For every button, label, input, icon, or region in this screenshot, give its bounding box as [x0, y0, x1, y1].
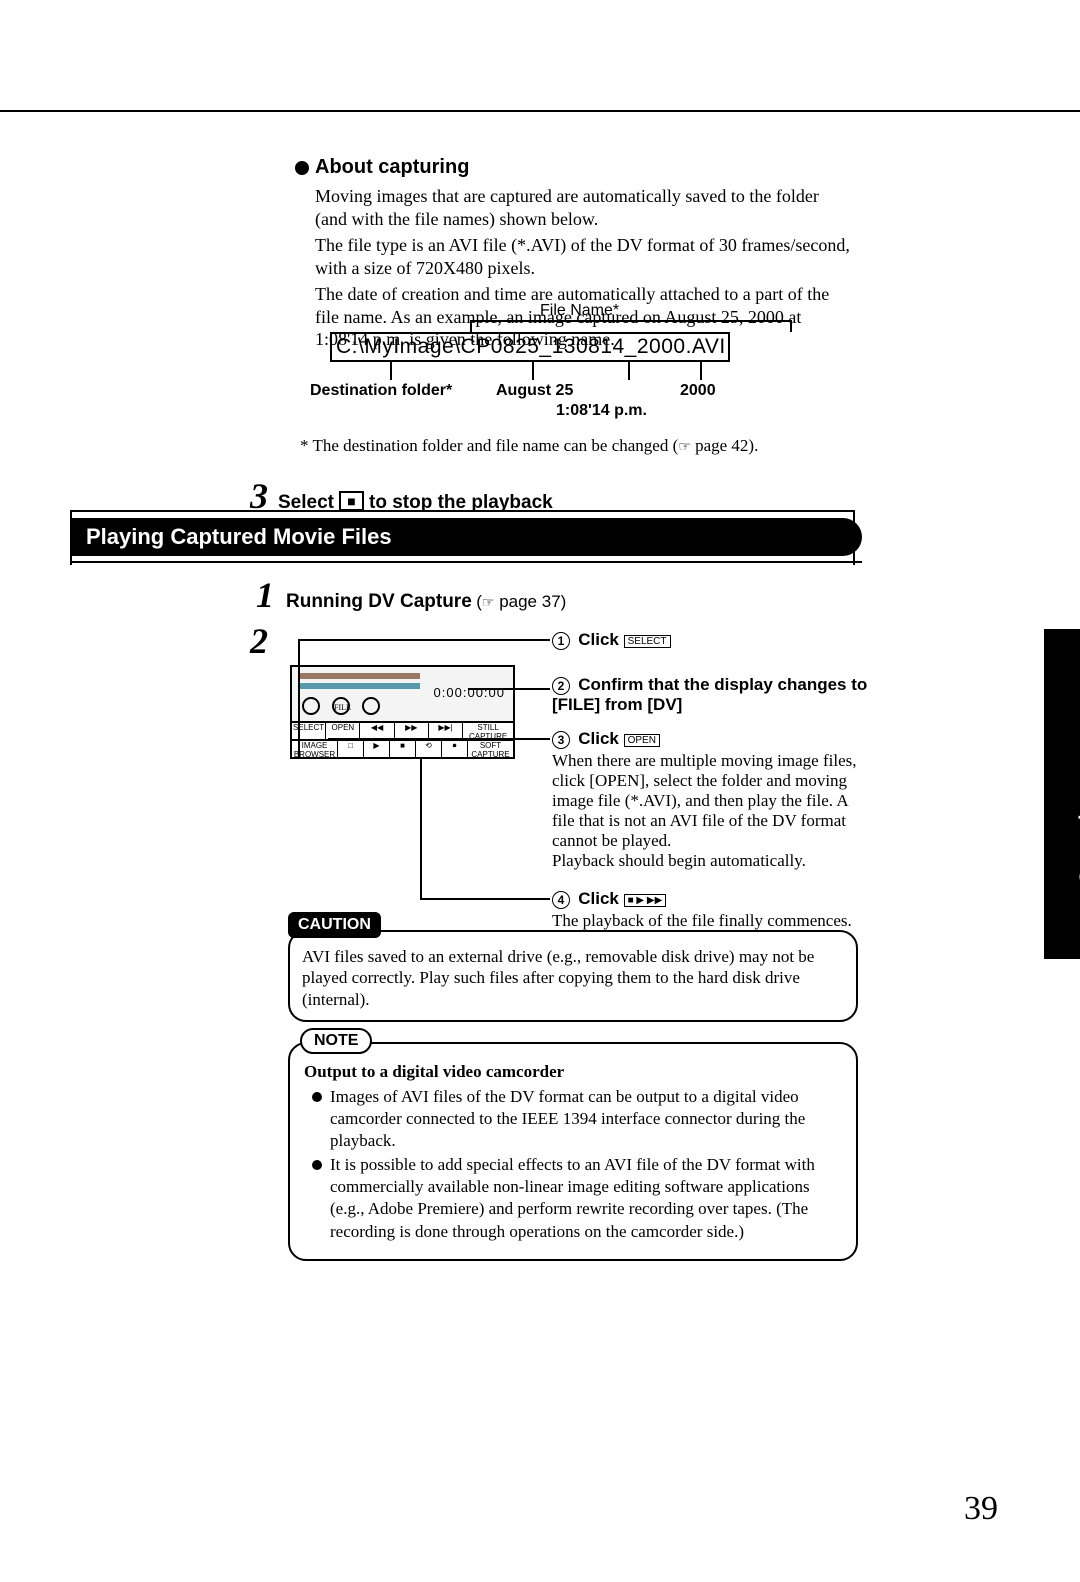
section-rule [70, 561, 862, 563]
btn-still-capture[interactable]: STILL CAPTURE [463, 723, 513, 739]
about-p2: The file type is an AVI file (*.AVI) of … [315, 234, 855, 279]
lead-2 [468, 688, 550, 690]
caution-text: AVI files saved to an external drive (e.… [302, 946, 844, 1010]
btn-r2-5[interactable]: ⏺ [442, 741, 468, 757]
tick3 [628, 362, 630, 380]
step2-num: 2 [250, 620, 268, 662]
callout-1-btn: SELECT [624, 635, 671, 648]
file-name-caption: File Name* [540, 302, 619, 320]
btn-r2-2[interactable]: ▶ [364, 741, 390, 757]
player-bar-1 [300, 673, 420, 679]
note-b1-text: Images of AVI files of the DV format can… [330, 1086, 842, 1152]
callout-3-btn: OPEN [624, 734, 660, 747]
step1-bold: Running DV Capture [286, 591, 472, 612]
callout-1: 1 Click SELECT [552, 630, 872, 650]
callout-3-body: When there are multiple moving image fil… [552, 751, 872, 871]
callout-3-label: Click [578, 729, 623, 748]
step3: 3 Select ■ to stop the playback [250, 475, 553, 517]
about-title: About capturing [315, 156, 469, 179]
lead-3 [328, 738, 550, 740]
note-b2-text: It is possible to add special effects to… [330, 1154, 842, 1242]
filename-diagram: C:\MyImage\CP0825_130814_2000.AVI Destin… [300, 320, 820, 430]
note-tag: NOTE [300, 1028, 372, 1054]
callout-1-label: Click [578, 630, 623, 649]
caution-tag: CAUTION [288, 912, 381, 938]
step3-text: Select ■ to stop the playback [278, 491, 553, 514]
tick4 [700, 362, 702, 380]
filename-folder-box: C:\MyImage\CP0825_130814_2000.AVI [330, 332, 730, 362]
side-tab-label: Operation [1076, 790, 1080, 884]
player-mode-circle: FILE [332, 697, 350, 715]
callout-4-btn: ■ ▶ ▶▶ [624, 894, 667, 907]
callout-4-label: Click [578, 889, 623, 908]
player-button-row-2: IMAGE BROWSER □ ▶ ■ ⟲ ⏺ SOFT CAPTURE [290, 741, 515, 759]
pointer-icon: ☞ [678, 439, 691, 456]
lead-top [298, 639, 550, 641]
dest-folder-label: Destination folder* [310, 382, 452, 400]
circle-3-icon: 3 [552, 731, 570, 749]
top-horizontal-rule [0, 110, 1080, 112]
filename-folder-text: C:\MyImage [336, 335, 454, 358]
step1-num: 1 [256, 574, 274, 616]
btn-rew[interactable]: ◀◀ [360, 723, 394, 739]
btn-r2-1[interactable]: □ [338, 741, 364, 757]
tick1 [390, 362, 392, 380]
player-circle-1 [302, 697, 320, 715]
about-p1: Moving images that are captured are auto… [315, 185, 855, 230]
stop-button-icon: ■ [339, 491, 363, 511]
about-title-row: About capturing [295, 156, 855, 179]
lead-4 [420, 898, 550, 900]
circle-2-icon: 2 [552, 677, 570, 695]
time-label: 1:08'14 p.m. [556, 402, 647, 420]
caution-box: CAUTION AVI files saved to an external d… [288, 930, 858, 1022]
bullet-dot-icon [295, 161, 309, 175]
filename-rest-text: \CP0825_130814_2000.AVI [454, 335, 726, 358]
footnote-page: page 42). [691, 436, 759, 455]
bullet-icon [312, 1092, 322, 1102]
circle-1-icon: 1 [552, 632, 570, 650]
step1-ref: page 37) [494, 592, 566, 611]
step1-text: Running DV Capture (☞ page 37) [286, 591, 566, 613]
btn-skip[interactable]: ▶▶| [429, 723, 463, 739]
lead-4v [420, 759, 422, 899]
player-bar-2 [300, 683, 420, 689]
note-head: Output to a digital video camcorder [304, 1062, 842, 1082]
callout-4: 4 Click ■ ▶ ▶▶ The playback of the file … [552, 889, 872, 931]
side-tab-bg [1044, 629, 1080, 959]
footnote-row: * The destination folder and file name c… [300, 436, 758, 456]
pointer-icon-2: ☞ [482, 594, 495, 611]
page-number: 39 [964, 1490, 998, 1528]
btn-soft-capture[interactable]: SOFT CAPTURE [468, 741, 513, 757]
footnote-text: * The destination folder and file name c… [300, 436, 678, 455]
callout-3: 3 Click OPEN When there are multiple mov… [552, 729, 872, 871]
tick2 [532, 362, 534, 380]
step3-post: to stop the playback [364, 492, 553, 513]
section-title-bar: Playing Captured Movie Files [70, 518, 862, 556]
btn-r2-4[interactable]: ⟲ [416, 741, 442, 757]
note-item-2: It is possible to add special effects to… [312, 1154, 842, 1242]
note-box: NOTE Output to a digital video camcorder… [288, 1042, 858, 1261]
circle-4-icon: 4 [552, 891, 570, 909]
step3-pre: Select [278, 492, 339, 513]
step1: 1 Running DV Capture (☞ page 37) [256, 574, 566, 616]
btn-r2-3[interactable]: ■ [390, 741, 416, 757]
note-item-1: Images of AVI files of the DV format can… [312, 1086, 842, 1152]
august-label: August 25 [496, 382, 573, 400]
callout-2-label: Confirm that the display changes to [FIL… [552, 675, 867, 714]
btn-open[interactable]: OPEN [326, 723, 360, 739]
player-display: FILE 0:00:00:00 [290, 665, 515, 723]
player-circle-3 [362, 697, 380, 715]
player-panel: FILE 0:00:00:00 SELECT OPEN ◀◀ ▶▶ ▶▶| ST… [290, 665, 515, 759]
callout-2: 2 Confirm that the display changes to [F… [552, 675, 872, 715]
btn-ff[interactable]: ▶▶ [395, 723, 429, 739]
bullet-icon [312, 1160, 322, 1170]
year-label: 2000 [680, 382, 716, 400]
callout-4-body: The playback of the file finally commenc… [552, 911, 872, 931]
lead-top-v [298, 639, 300, 759]
step3-num: 3 [250, 475, 268, 517]
filename-bracket [470, 320, 792, 332]
